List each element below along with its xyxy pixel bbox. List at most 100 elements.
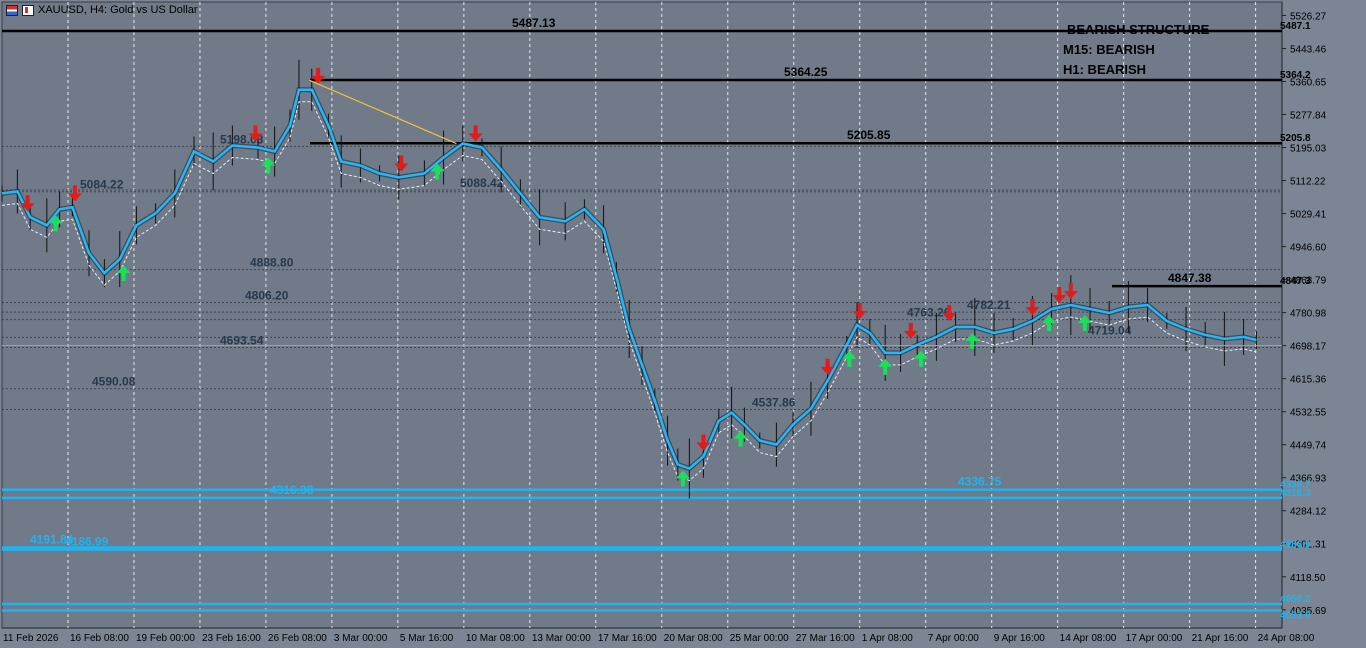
date-tick-label: 26 Feb 08:00	[268, 633, 327, 644]
level-label: 4336.75	[958, 475, 1002, 489]
sell-arrow-icon	[468, 125, 483, 142]
date-tick-label: 7 Apr 00:00	[928, 633, 980, 644]
dotted-level-label: 4763.26	[907, 306, 951, 320]
buy-arrow-icon	[965, 332, 980, 349]
ema-slow-line	[1, 101, 1257, 482]
level-axis-label: 4186.9	[1280, 539, 1311, 550]
price-tick-label: 5195.03	[1290, 144, 1327, 155]
level-axis-label: 4033.9	[1280, 610, 1311, 621]
symbol-flag-icon	[22, 4, 34, 16]
date-tick-label: 27 Mar 16:00	[796, 633, 855, 644]
date-tick-label: 14 Apr 08:00	[1060, 633, 1117, 644]
date-tick-label: 17 Mar 16:00	[598, 633, 657, 644]
level-label: 4191.84	[30, 533, 74, 547]
dotted-level-label: 4782.21	[967, 298, 1011, 312]
window-title: XAUUSD, H4: Gold vs US Dollar	[38, 4, 198, 16]
date-tick-label: 5 Mar 16:00	[400, 633, 454, 644]
dotted-level-label: 4806.20	[245, 289, 289, 303]
date-tick-label: 16 Feb 08:00	[70, 633, 129, 644]
level-label: 5364.25	[784, 65, 828, 79]
dotted-level-label: 5084.22	[80, 178, 124, 192]
price-tick-label: 4946.60	[1290, 243, 1327, 254]
sell-arrow-icon	[942, 304, 957, 321]
dotted-level-label: 4888.80	[250, 256, 294, 270]
dotted-level-label: 5088.42	[460, 176, 504, 190]
price-tick-label: 5112.22	[1290, 177, 1326, 188]
buy-arrow-icon	[914, 350, 929, 367]
sell-arrow-icon	[1063, 283, 1078, 300]
date-tick-label: 9 Apr 16:00	[994, 633, 1046, 644]
sell-arrow-icon	[903, 322, 918, 339]
buy-arrow-icon	[261, 157, 276, 174]
price-tick-label: 5526.27	[1290, 11, 1327, 22]
buy-arrow-icon	[48, 215, 63, 232]
level-label: 5487.13	[512, 16, 556, 30]
price-tick-label: 5277.84	[1290, 111, 1327, 122]
structure-h1: H1: BEARISH	[1063, 62, 1147, 77]
buy-arrow-icon	[842, 350, 857, 367]
price-tick-label: 4698.17	[1290, 342, 1327, 353]
price-tick-label: 4863.79	[1290, 276, 1327, 287]
date-tick-label: 23 Feb 16:00	[202, 633, 261, 644]
level-axis-label: 4050.2	[1280, 594, 1311, 605]
level-axis-label: 4316.3	[1280, 488, 1311, 499]
buy-arrow-icon	[733, 430, 748, 447]
plot-area	[1, 1, 1283, 629]
level-axis-label: 5364.2	[1280, 70, 1311, 81]
buy-arrow-icon	[430, 163, 445, 180]
level-label: 4847.38	[1168, 271, 1212, 285]
date-tick-label: 17 Apr 00:00	[1126, 633, 1183, 644]
structure-m15: M15: BEARISH	[1063, 42, 1155, 57]
price-tick-label: 4284.12	[1290, 507, 1327, 518]
sell-arrow-icon	[394, 155, 409, 172]
price-tick-label: 4532.55	[1290, 408, 1327, 419]
sell-arrow-icon	[67, 185, 82, 202]
level-label: 4186.99	[65, 534, 109, 548]
buy-arrow-icon	[1042, 315, 1057, 332]
date-tick-label: 19 Feb 00:00	[136, 633, 195, 644]
level-label: 5205.85	[847, 128, 891, 142]
structure-heading: BEARISH STRUCTURE	[1067, 22, 1210, 37]
chart-menu-icon[interactable]	[6, 4, 18, 16]
level-axis-label: 5487.1	[1280, 21, 1311, 32]
date-tick-label: 13 Mar 00:00	[532, 633, 591, 644]
sell-arrow-icon	[311, 67, 326, 84]
sell-arrow-icon	[820, 358, 835, 375]
level-axis-label: 4336.7	[1280, 480, 1311, 491]
ema-fast-line	[1, 88, 1257, 470]
sell-arrow-icon	[852, 302, 867, 319]
price-tick-label: 4615.36	[1290, 375, 1327, 386]
level-axis-label: 4847.3	[1280, 276, 1311, 287]
price-tick-label: 4035.69	[1290, 606, 1327, 617]
price-tick-label: 5360.65	[1290, 77, 1327, 88]
date-tick-label: 11 Feb 2026	[3, 633, 59, 644]
sell-arrow-icon	[20, 195, 35, 212]
buy-arrow-icon	[878, 358, 893, 375]
price-tick-label: 5443.46	[1290, 44, 1327, 55]
date-tick-label: 24 Apr 08:00	[1258, 633, 1315, 644]
price-tick-label: 4201.31	[1290, 540, 1327, 551]
price-tick-label: 4366.93	[1290, 474, 1327, 485]
date-tick-label: 1 Apr 08:00	[862, 633, 914, 644]
chart-title-bar: XAUUSD, H4: Gold vs US Dollar	[6, 4, 198, 16]
dotted-level-label: 4719.04	[1088, 323, 1132, 337]
sell-arrow-icon	[248, 125, 263, 142]
sell-arrow-icon	[696, 434, 711, 451]
price-tick-label: 4118.50	[1290, 573, 1326, 584]
trend-line	[308, 79, 457, 145]
dotted-level-label: 4537.86	[752, 396, 796, 410]
date-tick-label: 20 Mar 08:00	[664, 633, 723, 644]
sell-arrow-icon	[1052, 287, 1067, 304]
date-tick-label: 10 Mar 08:00	[466, 633, 525, 644]
date-tick-label: 25 Mar 00:00	[730, 633, 789, 644]
dotted-level-label: 4590.08	[92, 375, 136, 389]
level-axis-label: 5205.8	[1280, 133, 1311, 144]
date-tick-label: 3 Mar 00:00	[334, 633, 388, 644]
date-tick-label: 21 Apr 16:00	[1192, 633, 1249, 644]
sell-arrow-icon	[1025, 298, 1040, 315]
price-tick-label: 5029.41	[1290, 210, 1327, 221]
price-tick-label: 4449.74	[1290, 441, 1327, 452]
price-tick-label: 4780.98	[1290, 309, 1327, 320]
buy-arrow-icon	[116, 265, 131, 282]
